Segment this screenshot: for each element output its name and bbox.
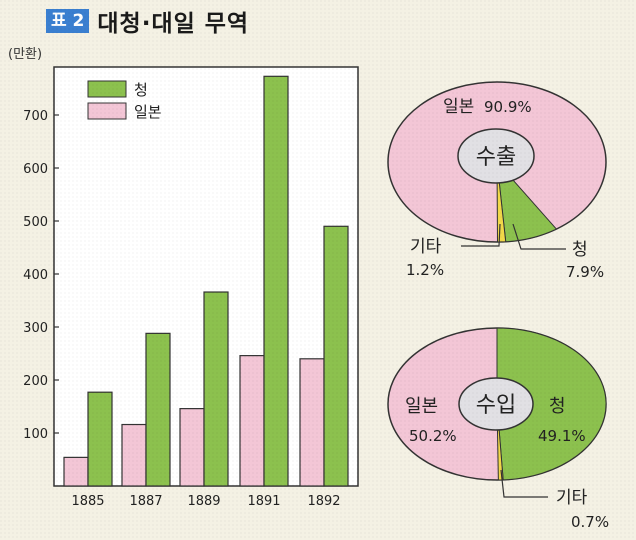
- import-value-qing: 49.1%: [538, 427, 586, 445]
- export-pie: 수출 일본 90.9% 청 7.9% 기타 1.2%: [387, 81, 607, 281]
- y-tick-label: 700: [23, 109, 48, 124]
- import-pie-title: 수입: [476, 393, 516, 418]
- import-label-qing: 청: [549, 396, 566, 417]
- y-tick-label: 500: [23, 215, 48, 230]
- import-label-japan: 일본: [405, 396, 438, 417]
- bar-qing-1889: [203, 291, 229, 487]
- legend-label-japan: 일본: [134, 103, 162, 121]
- bar-japan-1892: [299, 358, 325, 487]
- x-tick-label: 1892: [307, 494, 340, 509]
- export-label-other: 기타: [410, 237, 442, 257]
- bar-qing-1885: [87, 391, 113, 487]
- bar-japan-1885: [63, 456, 89, 487]
- x-tick-label: 1885: [71, 494, 104, 509]
- x-axis-ticks: 1885 1887 1889 1891 1892: [71, 494, 340, 509]
- export-value-other: 1.2%: [406, 261, 444, 279]
- import-label-other: 기타: [556, 488, 588, 508]
- export-pie-title: 수출: [476, 145, 516, 170]
- x-tick-label: 1891: [247, 494, 280, 509]
- legend-label-qing: 청: [134, 81, 148, 99]
- export-label-qing: 청: [572, 240, 588, 260]
- bar-qing-1891: [263, 75, 289, 487]
- y-tick-label: 200: [23, 374, 48, 389]
- bar-qing-1892: [323, 225, 349, 487]
- y-unit-label: (만환): [8, 47, 42, 62]
- bar-japan-1887: [121, 423, 147, 487]
- x-tick-label: 1889: [187, 494, 220, 509]
- legend-swatch-qing: [87, 80, 127, 98]
- export-value-japan: 90.9%: [484, 98, 532, 116]
- y-tick-label: 300: [23, 321, 48, 336]
- bar-japan-1889: [179, 408, 205, 487]
- import-pie: 수입 일본 50.2% 청 49.1% 기타 0.7%: [387, 327, 609, 531]
- export-label-japan: 일본: [443, 97, 474, 117]
- bar-qing-1887: [145, 332, 171, 487]
- x-tick-label: 1887: [129, 494, 162, 509]
- bar-japan-1891: [239, 355, 265, 487]
- export-value-qing: 7.9%: [566, 263, 604, 281]
- legend-swatch-japan: [87, 102, 127, 120]
- y-tick-label: 400: [23, 268, 48, 283]
- import-value-other: 0.7%: [571, 513, 609, 531]
- y-tick-label: 100: [23, 427, 48, 442]
- import-value-japan: 50.2%: [409, 427, 457, 445]
- y-tick-label: 600: [23, 162, 48, 177]
